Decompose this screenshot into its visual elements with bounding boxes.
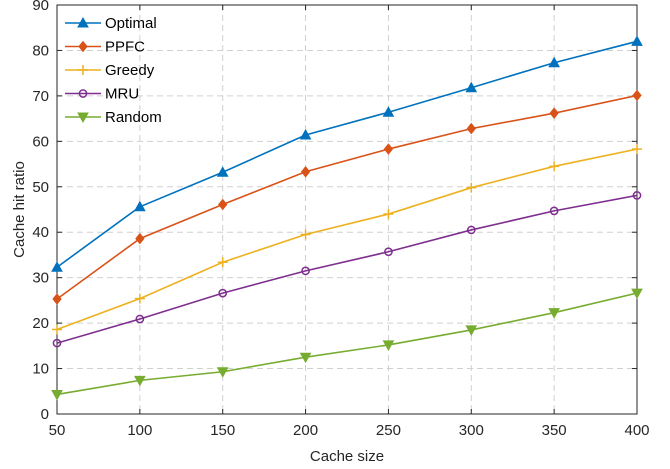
y-tick-label: 70 xyxy=(32,88,49,105)
data-point-greedy xyxy=(217,257,228,268)
y-tick-label: 30 xyxy=(32,270,49,287)
data-point-mru xyxy=(52,338,62,348)
data-point-random xyxy=(631,288,643,300)
legend-item-ppfc: PPFC xyxy=(65,39,145,56)
x-tick-label: 400 xyxy=(624,422,649,439)
data-point-mru xyxy=(466,225,476,235)
data-point-optimal xyxy=(134,200,146,212)
data-point-ppfc xyxy=(218,198,228,211)
x-tick-label: 150 xyxy=(210,422,235,439)
legend-label-ppfc: PPFC xyxy=(105,39,145,56)
series-line-greedy xyxy=(56,148,638,331)
data-point-random xyxy=(382,340,395,351)
y-axis: 0 10 20 30 40 50 60 70 80 90 xyxy=(32,0,637,423)
data-point-mru xyxy=(301,266,310,276)
x-axis-label: Cache size xyxy=(310,448,384,465)
data-point-random xyxy=(465,325,478,336)
data-point-greedy xyxy=(632,144,642,155)
data-point-greedy xyxy=(52,324,62,335)
x-axis: 50 100 150 200 250 300 350 400 xyxy=(49,5,650,439)
data-point-ppfc xyxy=(52,293,62,305)
legend-item-greedy: Greedy xyxy=(65,62,155,79)
x-tick-label: 200 xyxy=(293,422,318,439)
data-point-mru xyxy=(549,206,559,216)
series-line-ppfc xyxy=(56,94,638,300)
legend-item-optimal: Optimal xyxy=(65,15,157,32)
y-tick-label: 0 xyxy=(41,406,49,423)
x-tick-label: 250 xyxy=(376,422,401,439)
y-tick-label: 10 xyxy=(32,361,49,378)
x-tick-label: 50 xyxy=(49,422,66,439)
series-greedy xyxy=(52,144,642,335)
data-point-ppfc xyxy=(632,89,642,102)
legend-marker-ppfc xyxy=(78,40,88,53)
data-point-random xyxy=(216,367,229,378)
legend-item-random: Random xyxy=(65,109,162,126)
data-point-greedy xyxy=(549,161,560,172)
legend: Optimal PPFC Greedy MRU Random xyxy=(65,15,162,126)
y-tick-label: 90 xyxy=(32,0,49,14)
data-point-optimal xyxy=(631,35,643,46)
data-point-mru xyxy=(384,247,393,257)
data-point-optimal xyxy=(216,166,229,177)
series-optimal xyxy=(51,35,643,272)
data-point-ppfc xyxy=(466,122,476,135)
legend-label-random: Random xyxy=(105,109,162,126)
data-point-greedy xyxy=(383,209,394,220)
data-point-random xyxy=(548,308,560,319)
legend-marker-greedy xyxy=(78,65,88,75)
legend-marker-random xyxy=(77,112,89,124)
data-point-optimal xyxy=(382,106,395,117)
legend-label-greedy: Greedy xyxy=(105,62,155,79)
x-tick-label: 300 xyxy=(459,422,484,439)
data-point-mru xyxy=(218,288,228,298)
legend-label-mru: MRU xyxy=(105,86,139,103)
data-point-ppfc xyxy=(549,107,559,119)
series-random xyxy=(51,288,643,401)
data-point-greedy xyxy=(134,293,145,304)
data-point-ppfc xyxy=(135,232,145,245)
legend-marker-mru xyxy=(78,89,88,98)
legend-item-mru: MRU xyxy=(65,86,139,103)
y-tick-label: 40 xyxy=(32,224,49,241)
x-tick-label: 100 xyxy=(127,422,152,439)
data-point-random xyxy=(134,375,146,387)
y-tick-label: 60 xyxy=(32,133,49,150)
data-point-optimal xyxy=(465,81,478,93)
legend-marker-optimal xyxy=(77,16,89,28)
y-tick-label: 50 xyxy=(32,179,49,196)
data-point-mru xyxy=(135,314,145,324)
x-tick-label: 350 xyxy=(542,422,567,439)
y-tick-label: 80 xyxy=(32,42,49,59)
data-point-optimal xyxy=(299,128,312,140)
y-tick-label: 20 xyxy=(32,315,49,332)
data-point-ppfc xyxy=(300,165,311,178)
data-point-ppfc xyxy=(383,143,394,155)
series-mru xyxy=(52,191,642,348)
series-ppfc xyxy=(52,89,642,305)
data-point-mru xyxy=(632,191,642,200)
data-point-random xyxy=(51,389,63,401)
data-point-optimal xyxy=(51,261,63,272)
data-point-optimal xyxy=(548,56,560,68)
data-point-random xyxy=(299,352,312,364)
series-line-random xyxy=(56,292,638,396)
data-point-greedy xyxy=(300,229,311,240)
y-axis-label: Cache hit ratio xyxy=(11,161,28,258)
data-point-greedy xyxy=(466,182,477,193)
plot-frame xyxy=(56,4,638,415)
series-line-mru xyxy=(56,194,638,344)
series-layer xyxy=(51,35,643,401)
series-line-optimal xyxy=(56,40,638,268)
legend-label-optimal: Optimal xyxy=(105,15,157,32)
